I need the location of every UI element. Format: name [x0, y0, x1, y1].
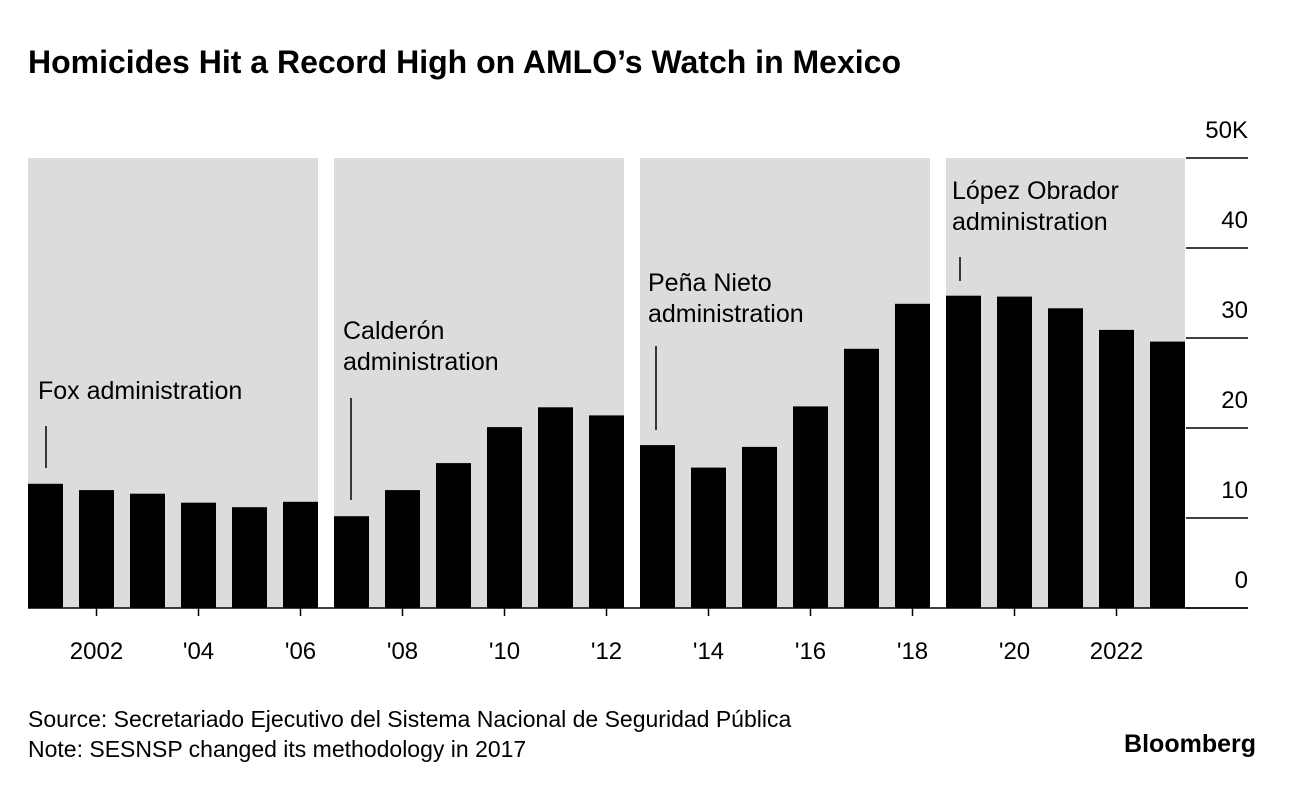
period-shade — [334, 158, 624, 608]
annotation: administration — [343, 348, 499, 376]
x-tick-label: 2002 — [70, 638, 123, 665]
bar — [946, 295, 981, 608]
x-tick-label: '16 — [795, 638, 826, 665]
bar — [538, 407, 573, 608]
shading — [28, 158, 1185, 608]
y-tick-label: 20 — [1221, 387, 1248, 414]
bar — [742, 446, 777, 608]
bar — [589, 415, 624, 608]
bar — [130, 493, 165, 608]
period-shade — [28, 158, 318, 608]
annotation: administration — [648, 300, 804, 328]
x-tick-label: 2022 — [1090, 638, 1143, 665]
bar — [181, 502, 216, 608]
x-tick-label: '12 — [591, 638, 622, 665]
bar — [640, 445, 675, 608]
brand: Bloomberg — [1124, 730, 1256, 758]
bar — [1099, 329, 1134, 608]
x-tick-label: '06 — [285, 638, 316, 665]
source: Source: Secretariado Ejecutivo del Siste… — [28, 706, 791, 732]
note: Note: SESNSP changed its methodology in … — [28, 736, 526, 762]
bar — [997, 296, 1032, 608]
annotation: Peña Nieto — [648, 269, 772, 297]
x-tick-label: '20 — [999, 638, 1030, 665]
bar — [385, 490, 420, 608]
period-shade — [640, 158, 930, 608]
bar — [1150, 341, 1185, 608]
bar — [793, 406, 828, 608]
bar — [334, 516, 369, 608]
y-tick-label: 30 — [1221, 297, 1248, 324]
x-tick-label: '10 — [489, 638, 520, 665]
bar — [691, 467, 726, 608]
y-tick-label: 10 — [1221, 477, 1248, 504]
x-tick-label: '08 — [387, 638, 418, 665]
annotation: López Obrador — [952, 177, 1119, 205]
annotation: Fox administration — [38, 377, 242, 405]
y-tick-label: 40 — [1221, 207, 1248, 234]
chart-title: Homicides Hit a Record High on AMLO’s Wa… — [28, 44, 901, 80]
bar — [79, 490, 114, 608]
x-tick-label: '04 — [183, 638, 214, 665]
x-tick-label: '18 — [897, 638, 928, 665]
bar — [895, 303, 930, 608]
x-tick-label: '14 — [693, 638, 724, 665]
annotation: administration — [952, 208, 1108, 236]
bar — [1048, 308, 1083, 608]
bar — [28, 483, 63, 608]
y-tick-label: 50K — [1205, 117, 1248, 144]
bar — [844, 348, 879, 608]
bar — [487, 427, 522, 608]
bar — [283, 501, 318, 608]
annotation: Calderón — [343, 317, 444, 345]
y-tick-label: 0 — [1235, 567, 1248, 594]
bar — [232, 507, 267, 608]
bar — [436, 463, 471, 608]
